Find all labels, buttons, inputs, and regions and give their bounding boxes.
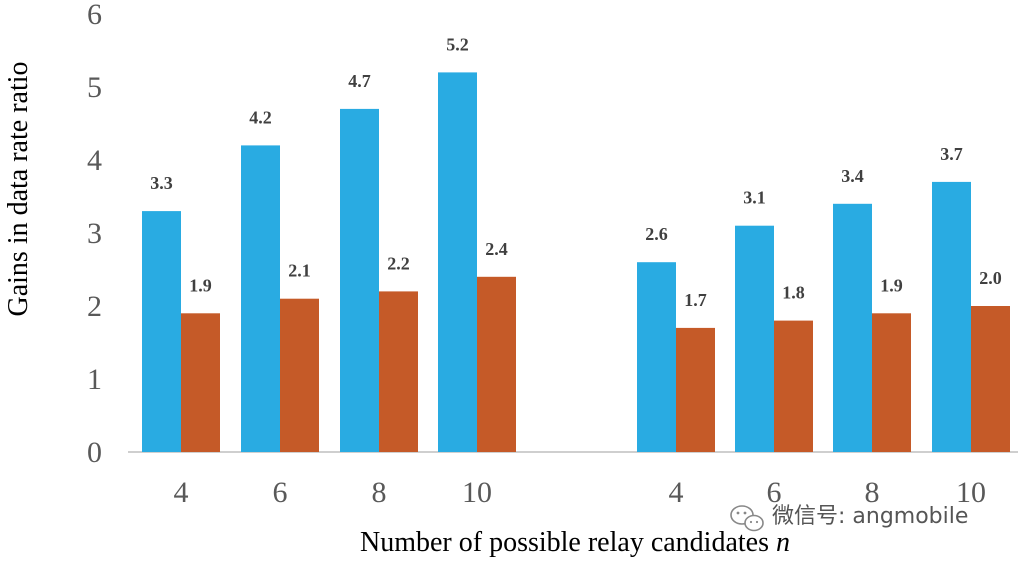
y-axis-title: Gains in data rate ratio [3, 61, 34, 316]
y-tick-label: 0 [87, 436, 102, 469]
bar [241, 145, 280, 452]
bar [932, 181, 971, 452]
x-tick-label: 6 [767, 476, 782, 509]
bar [477, 276, 516, 452]
data-label: 5.2 [446, 34, 469, 54]
bar [379, 291, 418, 452]
y-tick-label: 5 [87, 71, 102, 104]
data-labels: 3.3 1.9 4.2 2.1 4.7 2.2 5.2 2.4 2.6 1.7 3.1 1.8 3.4 1… [150, 34, 1002, 310]
bar [971, 306, 1010, 452]
bar [340, 108, 379, 453]
bars [142, 72, 1010, 453]
x-tick-label: 4 [669, 476, 684, 509]
wechat-icon [730, 505, 764, 532]
data-label: 3.3 [150, 173, 173, 193]
bar [438, 72, 477, 453]
data-label: 2.0 [979, 268, 1002, 288]
bar [833, 203, 872, 452]
data-label: 2.6 [645, 224, 668, 244]
x-tick-label: 8 [865, 476, 880, 509]
y-tick-label: 6 [87, 0, 102, 31]
x-axis-title: Number of possible relay candidates n [360, 527, 790, 558]
data-label: 1.7 [684, 290, 707, 310]
y-tick-labels: 0 1 2 3 4 5 6 [87, 0, 102, 469]
data-label: 1.9 [189, 275, 212, 295]
data-label: 4.7 [348, 71, 371, 91]
bar [142, 211, 181, 452]
x-axis-title-main: Number of possible relay candidates [360, 527, 776, 558]
watermark: 微信号: angmobile [730, 504, 968, 532]
data-label: 2.4 [485, 239, 508, 259]
y-tick-label: 2 [87, 290, 102, 323]
x-tick-label: 10 [462, 476, 492, 509]
data-label: 3.4 [841, 166, 864, 186]
bar [676, 327, 715, 452]
y-tick-label: 3 [87, 217, 102, 250]
y-tick-label: 4 [87, 144, 102, 177]
x-tick-labels: 4 6 8 10 4 6 8 10 [174, 476, 987, 509]
bar [280, 298, 319, 452]
x-tick-label: 8 [372, 476, 387, 509]
x-tick-label: 10 [956, 476, 986, 509]
x-axis-title-variable: n [776, 527, 790, 558]
x-tick-label: 4 [174, 476, 189, 509]
bar [181, 313, 220, 452]
watermark-text: 微信号: angmobile [772, 504, 968, 529]
bar [637, 262, 676, 452]
x-tick-label: 6 [273, 476, 288, 509]
y-tick-label: 1 [87, 363, 102, 396]
data-label: 2.1 [288, 261, 311, 281]
bar [735, 225, 774, 452]
data-label: 4.2 [249, 107, 272, 127]
data-label: 3.7 [940, 144, 963, 164]
data-label: 1.8 [782, 283, 805, 303]
bar [774, 320, 813, 452]
data-label: 2.2 [387, 253, 410, 273]
bar [872, 313, 911, 452]
data-label: 1.9 [880, 275, 903, 295]
data-label: 3.1 [743, 188, 766, 208]
